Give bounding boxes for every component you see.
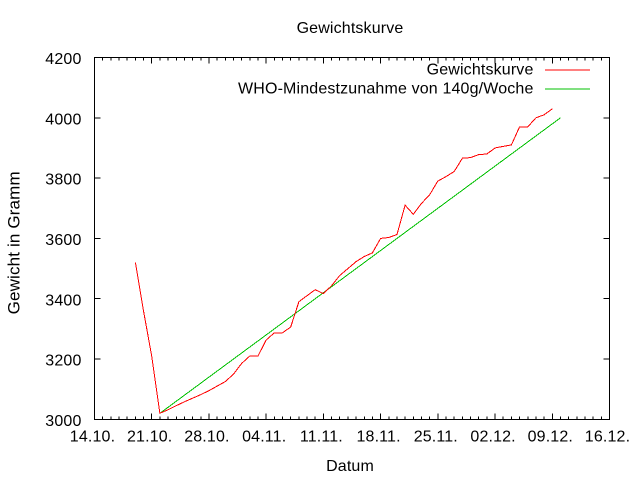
svg-text:3200: 3200 [45,353,81,370]
svg-text:25.11.: 25.11. [414,429,458,446]
svg-text:3800: 3800 [45,172,81,189]
svg-text:28.10.: 28.10. [184,429,229,446]
svg-text:04.11.: 04.11. [242,429,286,446]
svg-text:3000: 3000 [45,413,81,430]
svg-text:4000: 4000 [45,111,81,128]
svg-text:3600: 3600 [45,232,81,249]
svg-text:WHO-Mindestzunahme von 140g/Wo: WHO-Mindestzunahme von 140g/Woche [238,81,533,98]
svg-text:Datum: Datum [326,458,374,475]
svg-text:18.11.: 18.11. [356,429,400,446]
svg-text:21.10.: 21.10. [127,429,172,446]
svg-text:14.10.: 14.10. [70,429,115,446]
svg-text:4200: 4200 [45,51,81,68]
svg-text:Gewichtskurve: Gewichtskurve [427,62,534,79]
svg-text:16.12.: 16.12. [585,429,630,446]
svg-text:02.12.: 02.12. [470,429,515,446]
svg-text:09.12.: 09.12. [528,429,573,446]
svg-text:11.11.: 11.11. [300,429,343,446]
svg-text:Gewicht in Gramm: Gewicht in Gramm [5,171,24,314]
svg-text:3400: 3400 [45,292,81,309]
svg-text:Gewichtskurve: Gewichtskurve [297,20,404,37]
